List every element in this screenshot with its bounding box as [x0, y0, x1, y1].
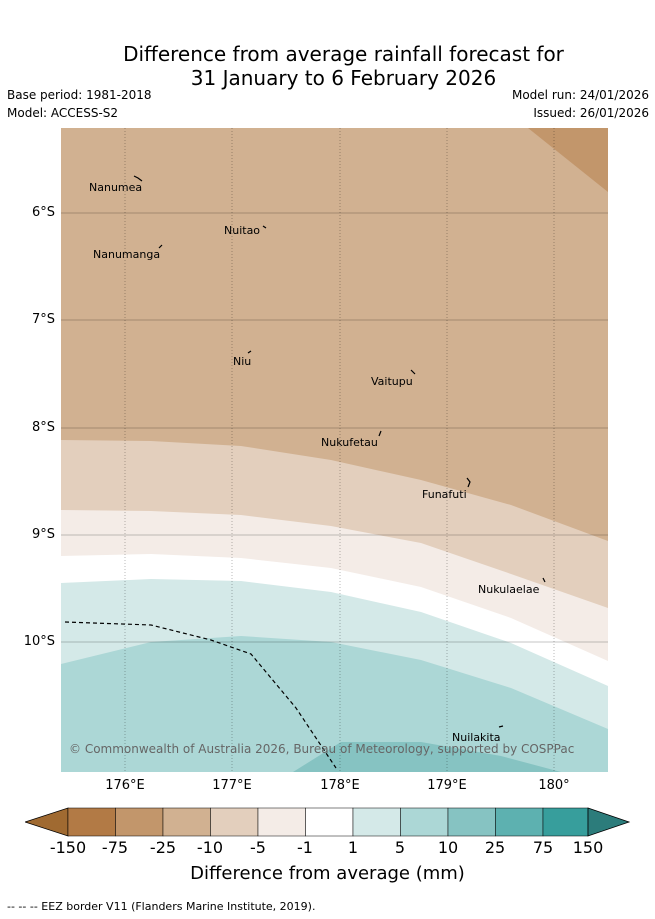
colorbar [25, 807, 631, 837]
lat-grid-lines [61, 212, 608, 643]
map-region-minus-75 [528, 128, 608, 192]
colorbar-bin-1 [67, 807, 116, 837]
lat-label-8s: 8°S [31, 420, 55, 435]
lat-label-7s: 7°S [31, 312, 55, 327]
lat-label-6s: 6°S [31, 205, 55, 220]
colorbar-bin-11 [542, 807, 589, 837]
lon-label-179e: 179°E [427, 778, 467, 793]
map-title-line1: Difference from average rainfall forecas… [123, 42, 564, 66]
colorbar-tick: -150 [49, 838, 87, 857]
colorbar-tick: 150 [572, 838, 604, 857]
place-nanumanga: Nanumanga [93, 248, 160, 261]
colorbar-bin-4 [210, 807, 259, 837]
colorbar-tick: 75 [532, 838, 554, 857]
grid-lines [124, 128, 555, 772]
map-title-line2: 31 January to 6 February 2026 [190, 66, 497, 90]
colorbar-tick: 10 [437, 838, 459, 857]
colorbar-tick: -1 [297, 838, 313, 857]
colorbar-tick: 1 [347, 838, 359, 857]
colorbar-bin-2 [115, 807, 164, 837]
colorbar-tick: 25 [484, 838, 506, 857]
colorbar-title: Difference from average (mm) [190, 863, 465, 884]
colorbar-tick: -5 [250, 838, 266, 857]
map-region-plus-10 [61, 636, 608, 772]
colorbar-extend-high [587, 807, 631, 837]
lon-label-178e: 178°E [320, 778, 360, 793]
place-nuilakita: Nuilakita [452, 731, 501, 744]
copyright-text: © Commonwealth of Australia 2026, Bureau… [69, 742, 574, 756]
place-nukufetau: Nukufetau [321, 436, 378, 449]
place-nukulaelae: Nukulaelae [478, 583, 540, 596]
place-funafuti: Funafuti [422, 488, 467, 501]
colorbar-bin-10 [495, 807, 544, 837]
issued-date: Issued: 26/01/2026 [533, 106, 649, 120]
colorbar-tick: 5 [394, 838, 406, 857]
colorbar-bin-9 [447, 807, 496, 837]
lon-label-180: 180° [538, 778, 570, 793]
rainfall-map: Nanumea Nuitao Nanumanga Niu Vaitupu Nuk… [61, 128, 608, 772]
model-name: Model: ACCESS-S2 [7, 106, 119, 120]
colorbar-bin-3 [162, 807, 211, 837]
colorbar-bin-7 [352, 807, 401, 837]
colorbar-bin-5 [257, 807, 306, 837]
lon-label-176e: 176°E [105, 778, 145, 793]
colorbar-tick: -10 [196, 838, 224, 857]
lat-label-9s: 9°S [31, 527, 55, 542]
eez-legend-note: -- -- -- EEZ border V11 (Flanders Marine… [7, 900, 316, 913]
lon-label-177e: 177°E [212, 778, 252, 793]
island-shapes [133, 175, 546, 728]
model-run: Model run: 24/01/2026 [511, 88, 649, 102]
colorbar-tick: -75 [101, 838, 129, 857]
lat-label-10s: 10°S [23, 634, 55, 649]
place-niu: Niu [233, 355, 251, 368]
colorbar-bin-8 [400, 807, 449, 837]
place-nanumea: Nanumea [89, 181, 142, 194]
colorbar-bin-6 [305, 807, 354, 837]
map-region-plus-25 [293, 742, 561, 772]
base-period: Base period: 1981-2018 [7, 88, 152, 102]
place-nuitao: Nuitao [224, 224, 260, 237]
colorbar-extend-low [25, 807, 69, 837]
eez-border [64, 621, 337, 769]
place-vaitupu: Vaitupu [371, 375, 413, 388]
colorbar-tick: -25 [149, 838, 177, 857]
